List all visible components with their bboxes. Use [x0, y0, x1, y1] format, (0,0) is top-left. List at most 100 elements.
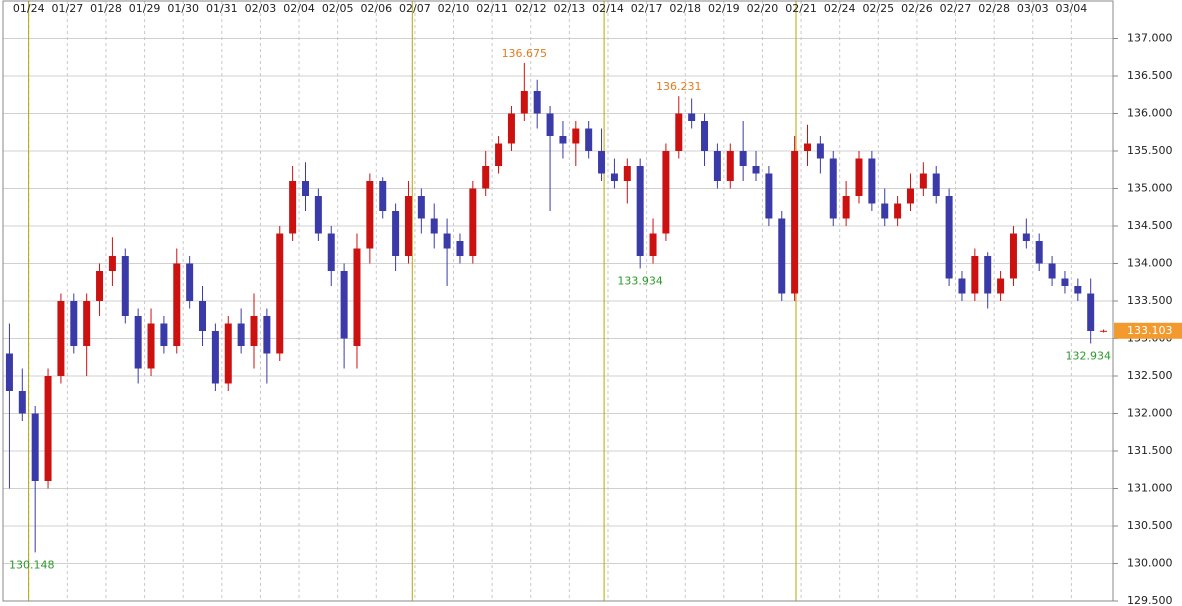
x-tick-label: 02/13: [554, 2, 586, 15]
candle-body: [70, 301, 78, 346]
candle-body: [507, 113, 515, 144]
candle-body: [855, 158, 863, 196]
x-tick-label: 01/24: [13, 2, 45, 15]
low-label: 130.148: [9, 558, 55, 571]
x-tick-label: 01/27: [52, 2, 84, 15]
x-tick-label: 02/17: [631, 2, 663, 15]
candle-body: [598, 151, 606, 174]
x-tick-label: 02/03: [245, 2, 277, 15]
candle-body: [881, 203, 889, 219]
candle-body: [340, 271, 348, 339]
candle-body: [842, 196, 850, 219]
candle-body: [662, 151, 670, 234]
y-tick-label: 134.000: [1127, 257, 1173, 270]
y-tick-label: 134.500: [1127, 219, 1173, 232]
last-price-label: 133.103: [1127, 324, 1173, 337]
candle-body: [559, 136, 567, 144]
candle-body: [1061, 278, 1069, 286]
candle-body: [636, 166, 644, 256]
candle-body: [430, 218, 438, 234]
x-tick-label: 02/27: [940, 2, 972, 15]
candle-body: [186, 263, 194, 301]
candle-body: [623, 166, 631, 181]
candle-body: [5, 353, 13, 391]
high-label: 136.231: [656, 80, 702, 93]
candle-body: [495, 143, 503, 166]
candle-body: [868, 158, 876, 204]
candle-body: [263, 316, 271, 354]
candle-body: [83, 301, 91, 346]
y-tick-label: 135.500: [1127, 144, 1173, 157]
x-tick-label: 02/24: [824, 2, 856, 15]
candle-body: [713, 151, 721, 181]
candle-body: [160, 323, 168, 346]
candle-body: [1009, 233, 1017, 279]
candle-body: [765, 173, 773, 219]
x-tick-label: 02/25: [862, 2, 894, 15]
x-tick-label: 02/12: [515, 2, 547, 15]
candle-body: [688, 113, 696, 121]
candle-body: [57, 301, 65, 376]
y-tick-label: 135.000: [1127, 182, 1173, 195]
y-tick-label: 137.000: [1127, 32, 1173, 45]
y-tick-label: 130.500: [1127, 519, 1173, 532]
candle-body: [31, 413, 39, 481]
y-tick-label: 133.500: [1127, 294, 1173, 307]
grid-layer: [3, 1, 1118, 602]
candles: [5, 62, 1108, 553]
candle-body: [585, 128, 593, 151]
candle-body: [211, 331, 219, 384]
candle-body: [533, 91, 541, 114]
candle-body: [237, 323, 245, 346]
x-tick-label: 01/30: [167, 2, 199, 15]
x-tick-label: 01/29: [129, 2, 161, 15]
candle-body: [894, 203, 902, 219]
x-tick-label: 02/05: [322, 2, 354, 15]
x-tick-label: 03/04: [1056, 2, 1088, 15]
candle-body: [778, 218, 786, 294]
x-tick-label: 02/19: [708, 2, 740, 15]
y-tick-label: 131.000: [1127, 482, 1173, 495]
candle-body: [752, 166, 760, 174]
candle-body: [134, 316, 142, 369]
candle-body: [739, 151, 747, 166]
candle-body: [469, 188, 477, 256]
candle-body: [379, 181, 387, 211]
candle-body: [482, 166, 490, 189]
candle-body: [997, 278, 1005, 294]
candle-body: [610, 173, 618, 181]
y-tick-label: 129.500: [1127, 594, 1173, 606]
y-tick-label: 132.500: [1127, 369, 1173, 382]
candle-body: [199, 301, 207, 331]
candle-body: [546, 113, 554, 136]
candle-body: [18, 391, 26, 414]
candle-body: [649, 233, 657, 256]
candle-body: [250, 316, 258, 346]
y-tick-label: 131.500: [1127, 444, 1173, 457]
x-tick-label: 02/06: [360, 2, 392, 15]
candle-body: [1087, 293, 1095, 331]
candle-body: [701, 121, 709, 151]
candle-body: [353, 248, 361, 346]
y-tick-label: 132.000: [1127, 407, 1173, 420]
candle-body: [1035, 241, 1043, 264]
x-tick-label: 02/04: [283, 2, 315, 15]
candle-body: [932, 173, 940, 196]
candle-body: [96, 271, 104, 301]
candle-body: [816, 143, 824, 159]
x-tick-label: 02/21: [785, 2, 817, 15]
x-tick-label: 02/14: [592, 2, 624, 15]
candle-body: [726, 151, 734, 181]
x-tick-label: 02/11: [476, 2, 508, 15]
x-tick-label: 02/18: [669, 2, 701, 15]
low-label: 132.934: [1066, 349, 1112, 362]
y-tick-label: 136.000: [1127, 107, 1173, 120]
x-tick-label: 02/07: [399, 2, 431, 15]
candle-body: [829, 158, 837, 219]
candle-body: [572, 128, 580, 144]
candle-body: [906, 188, 914, 204]
x-tick-label: 02/28: [978, 2, 1010, 15]
candle-body: [958, 278, 966, 294]
